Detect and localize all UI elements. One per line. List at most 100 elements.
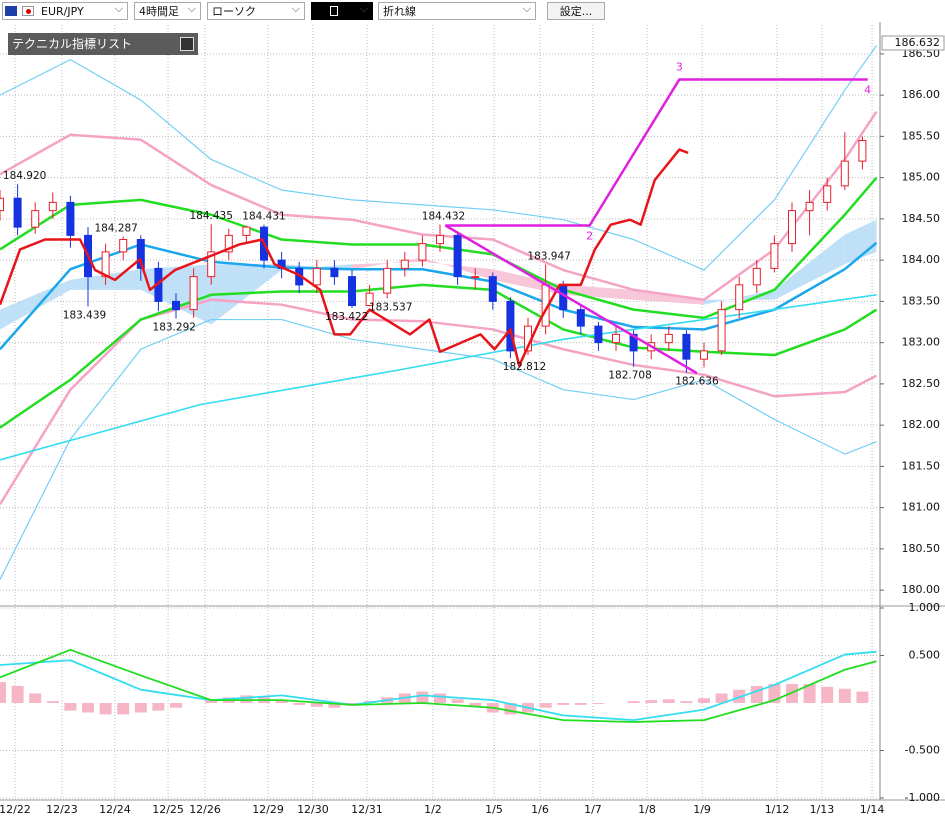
x-tick-label: 12/29 bbox=[252, 803, 284, 816]
candle-body bbox=[312, 267, 321, 286]
histogram-bar bbox=[0, 682, 6, 703]
candle-body bbox=[770, 243, 779, 269]
x-tick-label: 12/24 bbox=[99, 803, 131, 816]
price-annotation: 182.636 bbox=[675, 376, 719, 388]
price-annotation: 184.287 bbox=[94, 222, 137, 234]
x-tick-label: 12/23 bbox=[46, 803, 78, 816]
histogram-bar bbox=[803, 684, 816, 703]
histogram-bar bbox=[574, 703, 587, 705]
histogram-bar bbox=[557, 703, 570, 705]
y-tick-label: 186.00 bbox=[902, 88, 941, 101]
histogram-bar bbox=[275, 700, 288, 703]
candle-body bbox=[612, 333, 620, 344]
candle-body bbox=[172, 300, 180, 311]
indicator-line bbox=[0, 293, 877, 461]
settings-button[interactable]: 設定... bbox=[547, 2, 605, 20]
indicator-list-title: テクニカル指標リスト bbox=[12, 37, 133, 51]
cloud bbox=[774, 234, 845, 300]
timeframe-select[interactable]: 4時間足 bbox=[134, 0, 201, 20]
candle-body bbox=[788, 210, 796, 245]
candle-body bbox=[383, 267, 392, 294]
y-tick-label: 181.00 bbox=[902, 501, 941, 514]
candle-body bbox=[66, 201, 75, 236]
y-tick-label: 182.50 bbox=[902, 377, 941, 390]
jp-dot bbox=[25, 8, 31, 14]
indicator-line bbox=[0, 148, 689, 367]
histogram-bar bbox=[416, 691, 429, 703]
x-tick-label: 12/31 bbox=[351, 803, 383, 816]
indicator-line bbox=[0, 45, 877, 271]
last-price-label: 186.632 bbox=[895, 36, 941, 49]
candle-body bbox=[400, 259, 409, 269]
indicator-line bbox=[445, 78, 868, 227]
price-annotation: 183.422 bbox=[325, 311, 368, 323]
histogram-bar bbox=[434, 693, 446, 703]
histogram-bar bbox=[838, 688, 851, 703]
candle-icon bbox=[330, 6, 338, 16]
x-tick-label: 12/22 bbox=[0, 803, 31, 816]
histogram-bar bbox=[205, 700, 218, 703]
histogram-bar bbox=[29, 693, 42, 703]
x-tick-label: 12/26 bbox=[189, 803, 221, 816]
histogram-bar bbox=[592, 703, 605, 704]
collapse-icon[interactable] bbox=[180, 37, 194, 51]
symbol-select[interactable]: EUR/JPY bbox=[2, 0, 128, 20]
price-annotation: 182.812 bbox=[503, 361, 546, 373]
histogram-bar bbox=[46, 701, 59, 703]
histogram-bar bbox=[328, 703, 341, 708]
price-annotation: 184.435 bbox=[189, 210, 232, 222]
candle-body bbox=[418, 243, 427, 261]
x-tick-label: 1/9 bbox=[693, 803, 711, 816]
x-tick-label: 1/14 bbox=[860, 803, 885, 816]
histogram-bar bbox=[698, 698, 710, 703]
indicator-list[interactable]: テクニカル指標リスト bbox=[8, 33, 198, 55]
line-select[interactable]: 折れ線 bbox=[378, 0, 536, 20]
candle-body bbox=[664, 333, 673, 344]
candle-body bbox=[48, 201, 57, 212]
candle-body bbox=[594, 325, 603, 344]
histogram-bar bbox=[750, 685, 763, 703]
wave-label: 3 bbox=[676, 60, 683, 73]
indicator-line bbox=[444, 224, 698, 375]
histogram-bar bbox=[134, 703, 147, 713]
histogram-bar bbox=[64, 703, 77, 711]
price-annotation: 183.947 bbox=[527, 251, 570, 263]
x-tick-label: 1/7 bbox=[584, 803, 602, 816]
eu-flag bbox=[5, 6, 17, 16]
candle-body bbox=[823, 185, 832, 203]
candle-body bbox=[436, 234, 444, 245]
y-tick-label: 185.00 bbox=[902, 171, 941, 184]
color-select[interactable] bbox=[311, 0, 373, 20]
chart-type-select[interactable]: ローソク bbox=[207, 0, 305, 20]
histogram-bar bbox=[539, 703, 552, 708]
histogram-bar bbox=[293, 703, 306, 705]
histogram-bar bbox=[856, 691, 869, 703]
histogram-bar bbox=[821, 686, 834, 703]
cloud bbox=[0, 279, 71, 330]
last-price-box bbox=[881, 35, 945, 51]
histogram-bar bbox=[469, 703, 482, 707]
candle-body bbox=[207, 251, 216, 278]
histogram-bar bbox=[504, 703, 517, 715]
candle-body bbox=[700, 350, 708, 360]
candle-body bbox=[682, 333, 691, 360]
x-tick-label: 12/25 bbox=[152, 803, 184, 816]
candle-body bbox=[840, 160, 849, 187]
cloud bbox=[844, 219, 877, 265]
price-annotation: 183.292 bbox=[153, 322, 196, 334]
wave-label: 2 bbox=[586, 229, 593, 242]
x-tick-label: 1/6 bbox=[531, 803, 549, 816]
indicator-line bbox=[0, 298, 878, 505]
histogram-bar bbox=[662, 699, 675, 703]
y-tick-label: 183.50 bbox=[902, 294, 941, 307]
x-tick-label: 1/13 bbox=[810, 803, 835, 816]
candle-body bbox=[488, 276, 497, 302]
wave-label: 4 bbox=[864, 83, 871, 96]
candle-body bbox=[0, 197, 4, 212]
histogram-bar bbox=[715, 693, 728, 703]
candle-body bbox=[224, 234, 233, 253]
histogram-bar bbox=[680, 701, 693, 703]
candle-body bbox=[453, 234, 462, 278]
